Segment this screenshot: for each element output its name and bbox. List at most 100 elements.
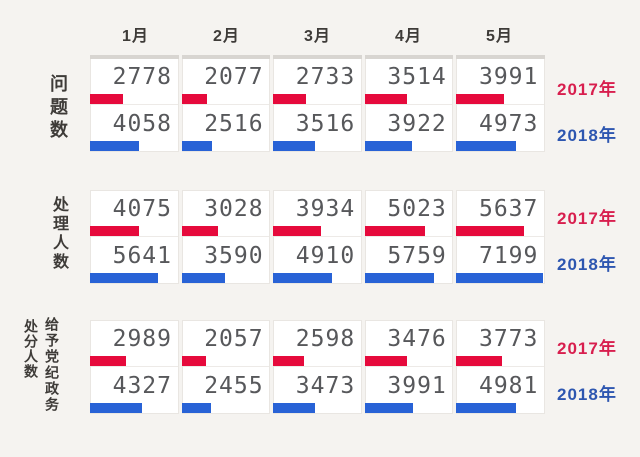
value-2018: 5641 bbox=[112, 242, 172, 269]
cell-2018: 5759 bbox=[364, 237, 453, 283]
value-2017: 2598 bbox=[295, 326, 356, 352]
bar-2017 bbox=[456, 226, 525, 236]
cell-column: 2733 3516 bbox=[273, 55, 362, 152]
cell-2018: 7199 bbox=[456, 237, 544, 283]
value-2017: 2989 bbox=[112, 326, 172, 352]
cell-2017: 2598 bbox=[273, 321, 361, 367]
cell-column: 3476 3991 bbox=[364, 320, 454, 414]
group-label-sanctioned-count-part1: 给予党纪政务 bbox=[44, 317, 60, 413]
value-2017: 3514 bbox=[387, 64, 447, 90]
cell-2017: 5637 bbox=[456, 191, 544, 237]
bar-2018 bbox=[364, 403, 413, 413]
bar-2018 bbox=[90, 141, 139, 151]
bar-2017 bbox=[273, 356, 305, 366]
value-2017: 3028 bbox=[204, 196, 264, 222]
cell-column: 5023 5759 bbox=[364, 190, 454, 284]
cell-column: 2057 2455 bbox=[181, 320, 271, 414]
bar-2018 bbox=[364, 141, 412, 151]
cell-2018: 2455 bbox=[181, 367, 270, 413]
group-label-handled-count: 处理人数 bbox=[50, 196, 67, 272]
table-sanctioned-count: 2989 4327 2057 2455 2598 bbox=[90, 320, 545, 414]
value-2018: 2516 bbox=[204, 110, 264, 137]
value-2017: 2077 bbox=[204, 64, 264, 90]
bar-2018 bbox=[181, 403, 212, 413]
cell-2018: 2516 bbox=[181, 105, 270, 151]
month-label-3: 3月 bbox=[304, 28, 331, 45]
cell-2017: 3934 bbox=[273, 191, 361, 237]
legend-2018: 2018年 bbox=[557, 255, 617, 274]
value-2018: 3473 bbox=[295, 372, 356, 399]
cell-column: 2077 2516 bbox=[181, 55, 271, 152]
bar-2018 bbox=[90, 403, 143, 413]
cell-2017: 3773 bbox=[456, 321, 544, 367]
bar-2018 bbox=[90, 273, 158, 283]
value-2018: 3590 bbox=[204, 242, 264, 269]
bar-2017 bbox=[273, 94, 307, 104]
value-2017: 4075 bbox=[112, 196, 172, 222]
value-2017: 3991 bbox=[478, 64, 539, 90]
bar-2017 bbox=[90, 356, 126, 366]
group-label-sanctioned-count-part2: 处分人数 bbox=[23, 319, 39, 379]
bar-2017 bbox=[273, 226, 321, 236]
bar-2018 bbox=[181, 273, 225, 283]
cell-column: 3934 4910 bbox=[273, 190, 362, 284]
cell-2018: 3991 bbox=[364, 367, 453, 413]
bar-2018 bbox=[181, 141, 212, 151]
value-2017: 5637 bbox=[478, 196, 539, 222]
cell-2018: 3473 bbox=[273, 367, 361, 413]
legend-2017: 2017年 bbox=[557, 339, 617, 358]
cell-2017: 3991 bbox=[456, 59, 544, 105]
legend-2018: 2018年 bbox=[557, 126, 617, 145]
value-2018: 3516 bbox=[295, 110, 356, 137]
month-header: 1月 2月 3月 4月 5月 bbox=[90, 22, 545, 46]
month-label-1: 1月 bbox=[122, 28, 149, 45]
value-2017: 5023 bbox=[387, 196, 447, 222]
table-handled-count: 4075 5641 3028 3590 3934 bbox=[90, 190, 545, 284]
bar-2017 bbox=[456, 356, 502, 366]
legend-2017: 2017年 bbox=[557, 209, 617, 228]
cell-2017: 3514 bbox=[364, 59, 453, 105]
value-2017: 2733 bbox=[295, 64, 356, 90]
cell-2017: 2057 bbox=[181, 321, 270, 367]
bar-2018 bbox=[456, 403, 517, 413]
bar-2017 bbox=[456, 94, 505, 104]
value-2018: 3991 bbox=[387, 372, 447, 399]
cell-2018: 3922 bbox=[364, 105, 453, 151]
value-2017: 3476 bbox=[387, 326, 447, 352]
month-label-2: 2月 bbox=[213, 28, 240, 45]
legend-2017: 2017年 bbox=[557, 80, 617, 99]
cell-2017: 2733 bbox=[273, 59, 361, 105]
cell-2017: 2077 bbox=[181, 59, 270, 105]
cell-2018: 3590 bbox=[181, 237, 270, 283]
table-problem-count: 2778 4058 2077 2516 2733 bbox=[90, 55, 545, 152]
cell-column: 2989 4327 bbox=[90, 320, 179, 414]
bar-2018 bbox=[364, 273, 435, 283]
cell-2018: 4973 bbox=[456, 105, 544, 151]
cell-column: 3028 3590 bbox=[181, 190, 271, 284]
bar-2017 bbox=[90, 226, 140, 236]
cell-column: 3514 3922 bbox=[364, 55, 454, 152]
cell-column: 3773 4981 bbox=[456, 320, 545, 414]
value-2018: 3922 bbox=[387, 110, 447, 137]
cell-2017: 5023 bbox=[364, 191, 453, 237]
cell-column: 4075 5641 bbox=[90, 190, 179, 284]
value-2018: 4981 bbox=[478, 372, 539, 399]
cell-2017: 3028 bbox=[181, 191, 270, 237]
value-2018: 4327 bbox=[112, 372, 172, 399]
cell-2018: 4981 bbox=[456, 367, 544, 413]
value-2018: 4973 bbox=[478, 110, 539, 137]
cell-2017: 2989 bbox=[90, 321, 178, 367]
cell-column: 2778 4058 bbox=[90, 55, 179, 152]
bar-2017 bbox=[364, 94, 408, 104]
value-2017: 2057 bbox=[204, 326, 264, 352]
bar-2018 bbox=[273, 403, 315, 413]
value-2017: 3934 bbox=[295, 196, 356, 222]
cell-2018: 5641 bbox=[90, 237, 178, 283]
value-2018: 4910 bbox=[295, 242, 356, 269]
value-2017: 2778 bbox=[112, 64, 172, 90]
value-2018: 2455 bbox=[204, 372, 264, 399]
bar-2017 bbox=[181, 94, 207, 104]
legend-2018: 2018年 bbox=[557, 385, 617, 404]
value-2018: 4058 bbox=[112, 110, 172, 137]
